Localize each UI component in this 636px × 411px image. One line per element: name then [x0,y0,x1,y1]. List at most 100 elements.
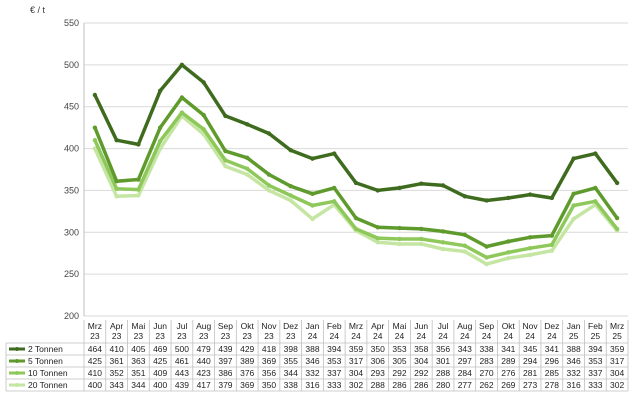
table-value: 394 [588,344,602,354]
table-value: 356 [436,344,450,354]
table-value: 288 [371,380,385,390]
x-category-month: Aug [457,321,472,331]
table-value: 276 [501,368,515,378]
data-point [114,186,119,191]
table-value: 418 [262,344,276,354]
data-point [549,248,555,253]
data-point [223,113,228,119]
data-point [223,148,228,154]
table-value: 363 [131,356,145,366]
x-category-month: Okt [502,321,516,331]
series-lines [92,62,620,267]
data-point [440,183,446,188]
data-point [136,142,141,147]
table-value: 409 [153,368,167,378]
data-point [527,245,533,251]
data-point [310,216,315,222]
table-value: 379 [218,380,232,390]
table-value: 359 [349,344,363,354]
data-point [484,261,489,267]
data-point [419,181,424,186]
data-point [136,177,141,182]
table-value: 417 [197,380,211,390]
legend-marker [15,359,19,363]
table-value: 369 [240,380,254,390]
table-value: 461 [175,356,189,366]
table-value: 297 [458,356,472,366]
table-value: 304 [349,368,363,378]
data-point [266,183,272,188]
table-value: 293 [371,368,385,378]
table-value: 353 [392,344,406,354]
table-value: 439 [175,380,189,390]
table-value: 346 [567,356,581,366]
x-category-month: Dez [544,321,559,331]
y-tick-label: 300 [64,227,79,237]
data-point [179,95,185,100]
data-point [332,185,337,191]
y-tick-label: 450 [64,102,79,112]
table-value: 281 [523,368,537,378]
data-point [288,184,293,189]
table-value: 440 [197,356,211,366]
table-value: 337 [327,368,341,378]
y-tick-label: 400 [64,144,79,154]
y-tick-label: 550 [64,18,79,28]
data-point [462,243,467,248]
y-tick-label: 500 [64,60,79,70]
x-category-year: 23 [221,331,231,341]
table-value: 343 [458,344,472,354]
table-value: 286 [392,380,406,390]
data-point [375,240,380,245]
table-value: 296 [545,356,559,366]
x-category-month: Mai [132,321,146,331]
table-value: 316 [567,380,581,390]
x-category-year: 24 [504,331,514,341]
x-category-month: Apr [371,321,384,331]
legend-marker [15,383,19,387]
table-value: 283 [479,356,493,366]
data-point [288,148,293,153]
table-value: 386 [218,368,232,378]
data-point [223,158,228,163]
table-value: 376 [240,368,254,378]
data-point [506,256,511,261]
y-tick-label: 200 [64,311,79,321]
data-point [549,195,555,201]
data-point [266,188,272,193]
table-value: 337 [588,368,602,378]
x-category-year: 23 [286,331,296,341]
data-point [462,194,467,199]
data-point [179,110,185,115]
data-point [332,199,337,204]
data-point [571,156,576,161]
table-value: 304 [414,356,428,366]
data-point [614,180,620,186]
x-category-year: 24 [525,331,535,341]
table-value: 343 [110,380,124,390]
data-point [92,138,98,143]
x-category-year: 23 [90,331,100,341]
table-value: 302 [610,380,624,390]
data-point [440,240,446,245]
table-value: 292 [392,368,406,378]
table-value: 278 [545,380,559,390]
data-point [223,163,228,169]
x-category-month: Jul [438,321,449,331]
data-point [157,138,163,144]
table-value: 355 [284,356,298,366]
data-point [419,241,424,247]
table-value: 350 [262,380,276,390]
data-point [375,188,380,193]
data-point [375,235,380,241]
table-value: 316 [305,380,319,390]
data-point [332,151,337,156]
table-value: 361 [110,356,124,366]
table-value: 288 [436,368,450,378]
table-value: 346 [305,356,319,366]
table-value: 304 [610,368,624,378]
x-category-month: Okt [241,321,255,331]
x-category-month: Sep [479,321,494,331]
data-table: Mrz23Apr23Mai23Jun23Jul23Aug23Sep23Okt23… [5,320,629,392]
x-category-month: Jan [567,321,581,331]
